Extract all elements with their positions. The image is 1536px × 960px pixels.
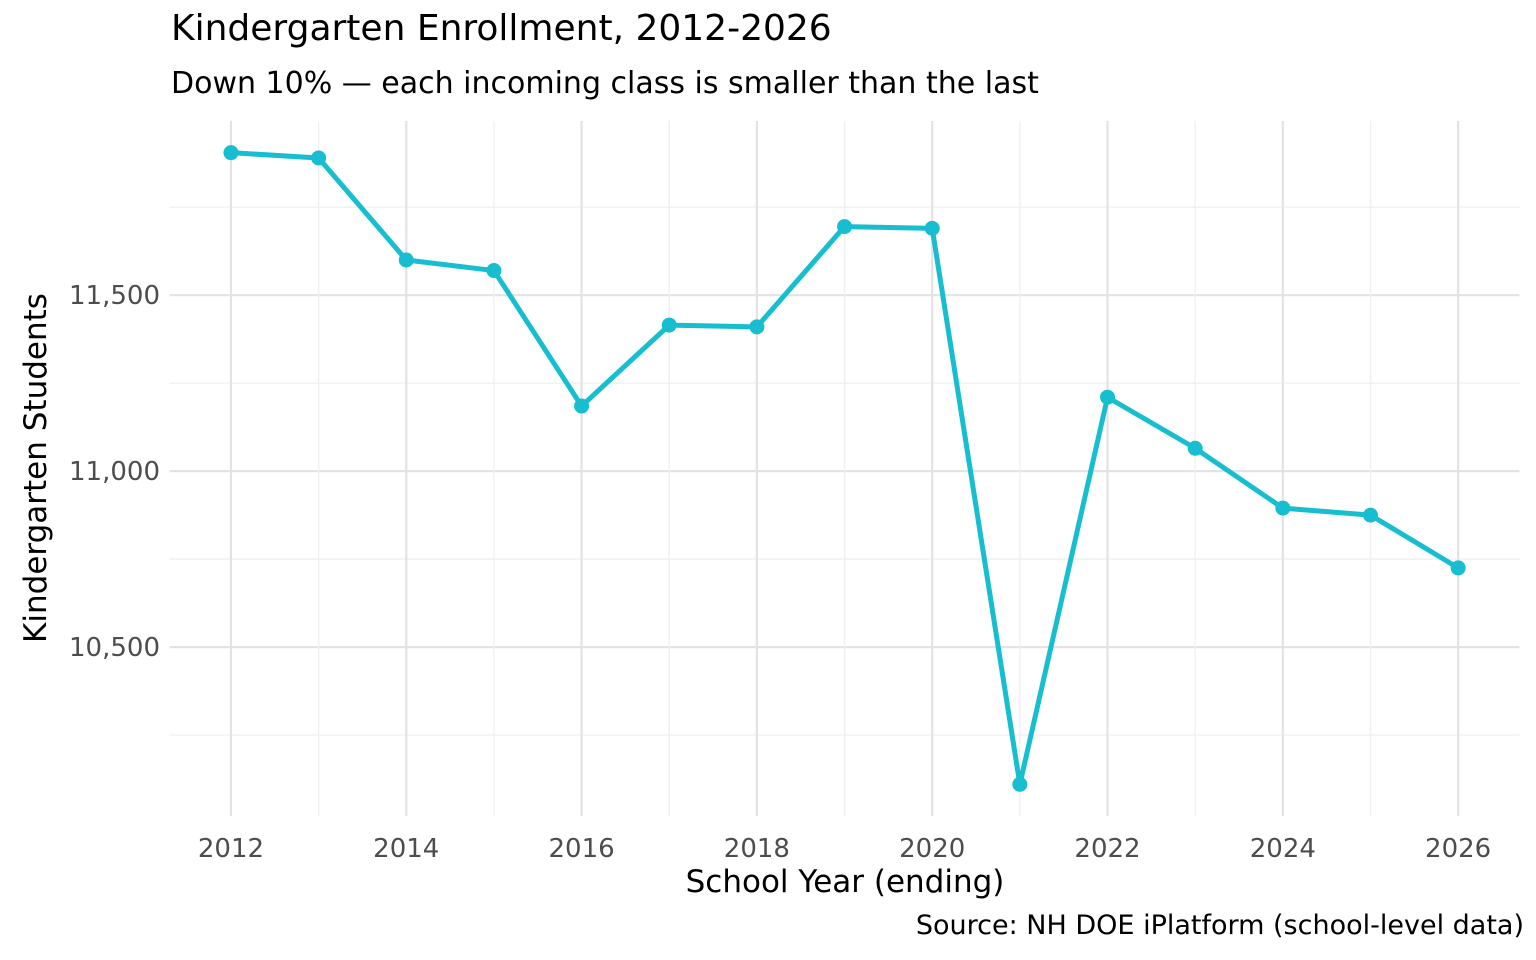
- data-point: [661, 317, 677, 333]
- x-tick-label: 2012: [198, 834, 264, 864]
- x-tick-label: 2022: [1074, 834, 1140, 864]
- x-tick-label: 2020: [899, 834, 965, 864]
- data-point: [837, 219, 853, 235]
- y-tick-label: 11,500: [69, 281, 160, 311]
- data-point: [1187, 440, 1203, 456]
- x-tick-label: 2018: [724, 834, 790, 864]
- y-tick-label: 11,000: [69, 457, 160, 487]
- x-tick-label: 2024: [1250, 834, 1316, 864]
- y-tick-label: 10,500: [69, 633, 160, 663]
- y-axis-title: Kindergarten Students: [18, 293, 54, 643]
- data-point: [1275, 500, 1291, 516]
- data-point: [1362, 507, 1378, 523]
- x-tick-label: 2014: [373, 834, 439, 864]
- chart-subtitle: Down 10% — each incoming class is smalle…: [171, 66, 1039, 101]
- data-point: [1450, 560, 1466, 576]
- data-point: [574, 398, 590, 414]
- x-axis-title: School Year (ending): [685, 864, 1005, 900]
- data-point: [486, 263, 502, 279]
- chart-title: Kindergarten Enrollment, 2012-2026: [171, 8, 832, 49]
- chart-caption: Source: NH DOE iPlatform (school-level d…: [915, 910, 1524, 941]
- data-point: [924, 220, 940, 236]
- data-point: [1100, 389, 1116, 405]
- data-point: [1012, 776, 1028, 792]
- data-point: [398, 252, 414, 268]
- data-point: [749, 319, 765, 335]
- data-point: [223, 145, 239, 161]
- x-tick-label: 2026: [1425, 834, 1491, 864]
- x-tick-label: 2016: [548, 834, 614, 864]
- data-point: [311, 150, 327, 166]
